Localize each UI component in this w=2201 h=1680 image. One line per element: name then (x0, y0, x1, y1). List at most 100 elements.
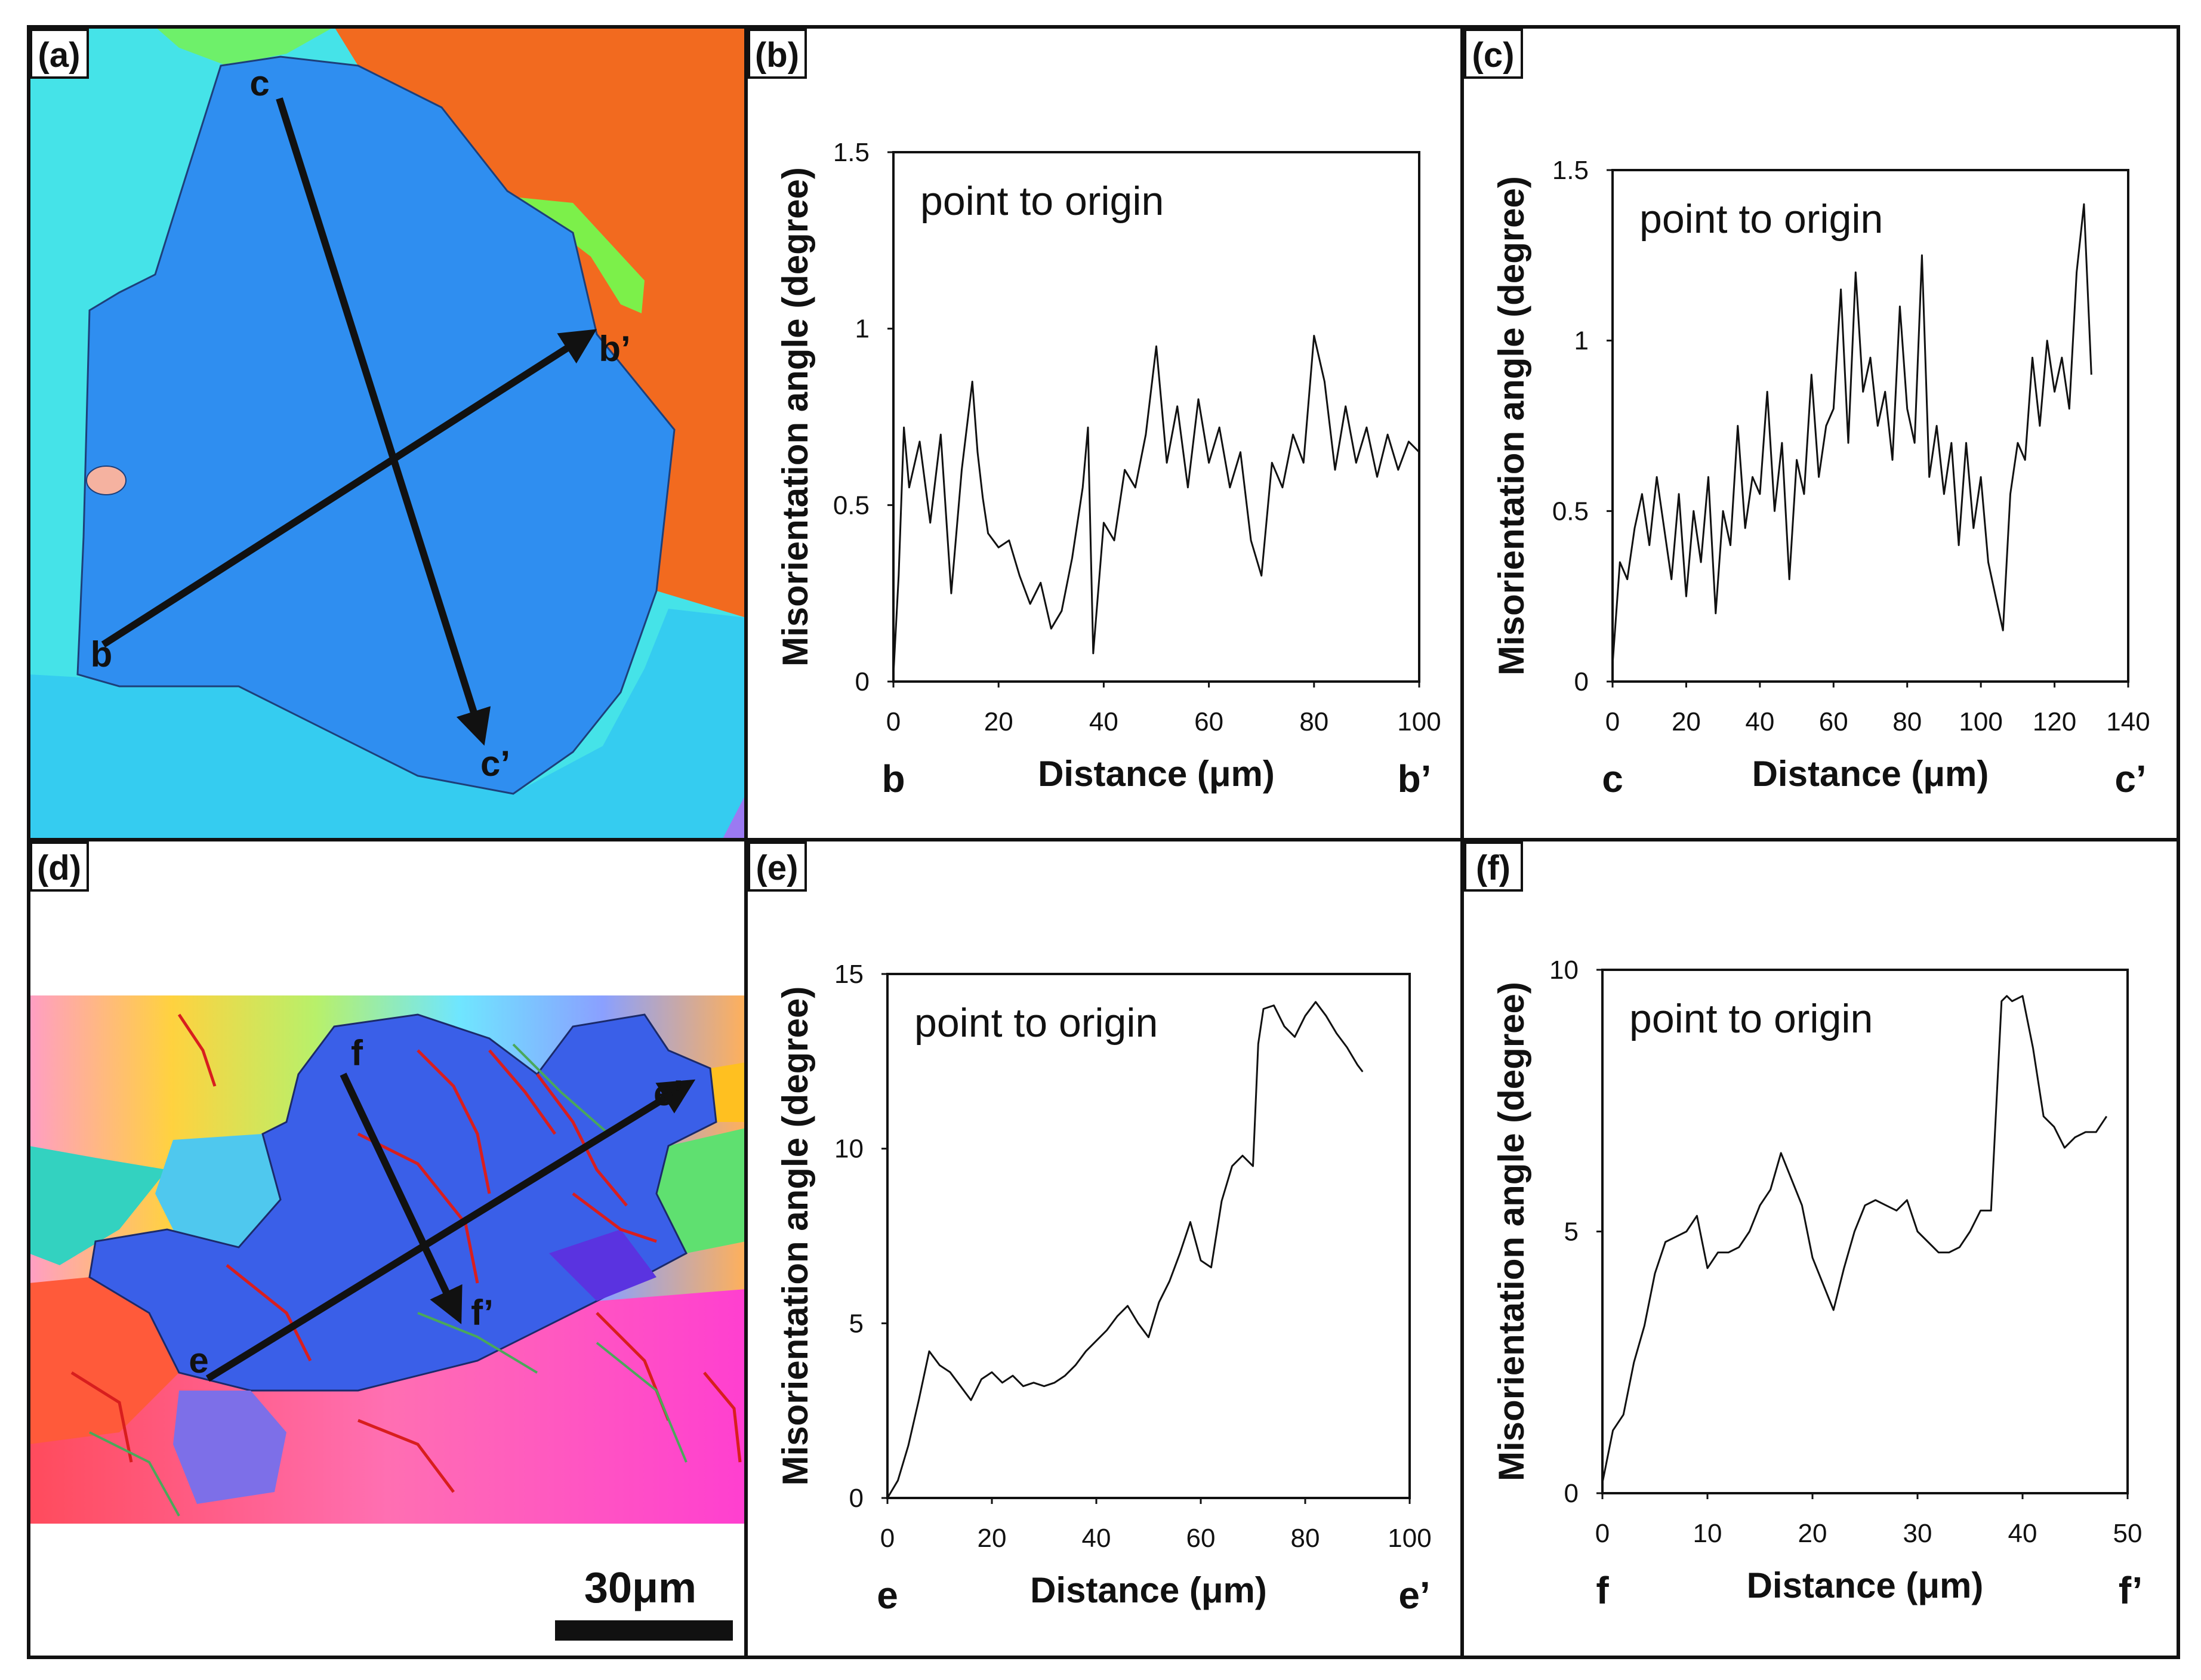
grain-purple-corner (722, 794, 746, 840)
y-tick-label-f: 0 (1564, 1479, 1579, 1508)
plot-area-b (892, 151, 1420, 683)
x-tick-label-b: 60 (1194, 707, 1223, 736)
x-tick-label-c: 0 (1605, 707, 1620, 736)
x-axis-label-c: Distance (μm) (1752, 754, 1989, 794)
point-eprime-label: e’ (653, 1073, 683, 1113)
end-point-label-f: f’ (2119, 1569, 2143, 1612)
panel-e-tag (748, 841, 807, 892)
x-tick-label-c: 100 (1959, 707, 2002, 736)
grain-green-right (513, 197, 645, 313)
x-tick-label-b: 80 (1299, 707, 1328, 736)
arrow-e-to-eprime (205, 1079, 696, 1382)
x-tick-label-b: 20 (984, 707, 1013, 736)
plot-area-f (1601, 969, 2129, 1494)
point-e-label: e (189, 1340, 208, 1380)
y-tick-label-e: 5 (849, 1309, 864, 1338)
plot-area-e (886, 973, 1411, 1499)
panel-d-label: (d) (37, 849, 81, 887)
grain-red-left (29, 1277, 179, 1444)
chart-b: (b) point to origin 0 20 40 60 80 100 0 0.5 1 1.5 Di… (748, 29, 1441, 800)
x-tick-label-f: 20 (1798, 1519, 1827, 1548)
x-tick-label-b: 100 (1397, 707, 1441, 736)
point-fprime-label: f’ (471, 1293, 494, 1333)
chart-e: (e) point to origin 0 20 40 60 80 100 0 5 10 15 Dist… (748, 841, 1432, 1617)
x-tick-label-b: 0 (886, 707, 901, 736)
x-tick-label-e: 60 (1186, 1524, 1216, 1553)
y-tick-label-b: 1.5 (833, 138, 870, 167)
y-axis-label-c: Misorientation angle (degree) (1491, 176, 1531, 676)
x-tick-label-f: 0 (1595, 1519, 1610, 1548)
x-tick-label-e: 80 (1291, 1524, 1320, 1553)
x-axis-label-b: Distance (μm) (1038, 754, 1275, 794)
chart-f: (f) point to origin 0 10 20 30 40 50 0 5 10 Distanc… (1464, 841, 2143, 1612)
grain-lightblue-bottom (29, 609, 746, 840)
y-tick-label-b: 1 (855, 315, 870, 344)
grain-teal-left (29, 1146, 167, 1265)
panel-d: e e’ f f’ 30μm (d) (27, 838, 748, 1659)
start-point-label-b: b (881, 757, 905, 800)
grain-violet-bottom (173, 1391, 286, 1504)
y-tick-label-c: 1.5 (1552, 156, 1589, 185)
start-point-label-f: f (1596, 1569, 1609, 1612)
y-tick-label-f: 5 (1564, 1217, 1579, 1247)
chart-c: (c) point to origin 0 20 40 60 80 100 120 140 0 0.5… (1464, 29, 2150, 800)
grain-orange (334, 27, 746, 618)
start-point-label-e: e (877, 1574, 898, 1617)
panel-a-tag (30, 29, 89, 79)
x-tick-label-c: 20 (1672, 707, 1701, 736)
panel-a: b b’ c c’ (a) (27, 25, 748, 841)
x-tick-label-f: 30 (1903, 1519, 1932, 1548)
y-axis-label-f: Misorientation angle (degree) (1491, 982, 1531, 1481)
start-point-label-c: c (1602, 757, 1623, 800)
scale-bar (555, 1620, 733, 1641)
grain-pink-small (86, 466, 127, 495)
x-tick-label-c: 120 (2033, 707, 2076, 736)
panel-c-tag (1464, 29, 1523, 79)
grain-indigo-subgrain (549, 1229, 656, 1301)
y-tick-label-e: 10 (834, 1135, 864, 1164)
grain-green-top (155, 27, 334, 66)
scale-bar-label: 30μm (584, 1564, 696, 1612)
arrow-f-to-fprime (340, 1072, 463, 1324)
annotation-e: point to origin (914, 1000, 1158, 1046)
panel-f-tag (1464, 841, 1523, 892)
x-tick-label-f: 50 (2113, 1519, 2143, 1548)
plot-area-c (1611, 169, 2129, 683)
panel-e-label: (e) (756, 849, 799, 887)
panel-b-label: (b) (755, 36, 799, 75)
arrow-c-to-cprime (276, 97, 491, 746)
x-tick-label-c: 80 (1892, 707, 1922, 736)
x-tick-label-e: 40 (1082, 1524, 1111, 1553)
x-tick-label-e: 100 (1388, 1524, 1431, 1553)
y-tick-label-b: 0 (855, 667, 870, 696)
y-tick-label-c: 1 (1574, 326, 1589, 356)
x-tick-label-c: 40 (1745, 707, 1774, 736)
y-tick-label-e: 15 (834, 960, 864, 989)
series-line-f (1601, 995, 2108, 1483)
y-tick-label-e: 0 (849, 1484, 864, 1513)
x-axis-label-e: Distance (μm) (1030, 1570, 1267, 1610)
x-tick-label-b: 40 (1089, 707, 1118, 736)
point-cprime-label: c’ (480, 744, 510, 784)
point-c-label: c (249, 63, 269, 103)
panel-c-label: (c) (1472, 36, 1515, 75)
annotation-b: point to origin (920, 178, 1164, 224)
y-tick-label-c: 0.5 (1552, 497, 1589, 526)
annotation-c: point to origin (1639, 196, 1883, 242)
y-tick-label-f: 10 (1549, 955, 1579, 985)
grain-cyan-inner (155, 1134, 280, 1247)
grain-green-right (656, 1128, 746, 1253)
x-tick-label-c: 60 (1819, 707, 1848, 736)
y-axis-label-e: Misorientation angle (degree) (775, 987, 815, 1486)
x-tick-label-e: 0 (880, 1524, 895, 1553)
point-bprime-label: b’ (599, 329, 630, 369)
panel-f-frame (1460, 838, 2180, 1659)
series-line-b (892, 335, 1420, 675)
series-line-e (886, 1001, 1364, 1499)
boundaries-green (89, 1043, 688, 1516)
panel-d-tag (30, 841, 89, 892)
x-axis-label-f: Distance (μm) (1747, 1565, 1984, 1605)
y-tick-label-b: 0.5 (833, 491, 870, 520)
